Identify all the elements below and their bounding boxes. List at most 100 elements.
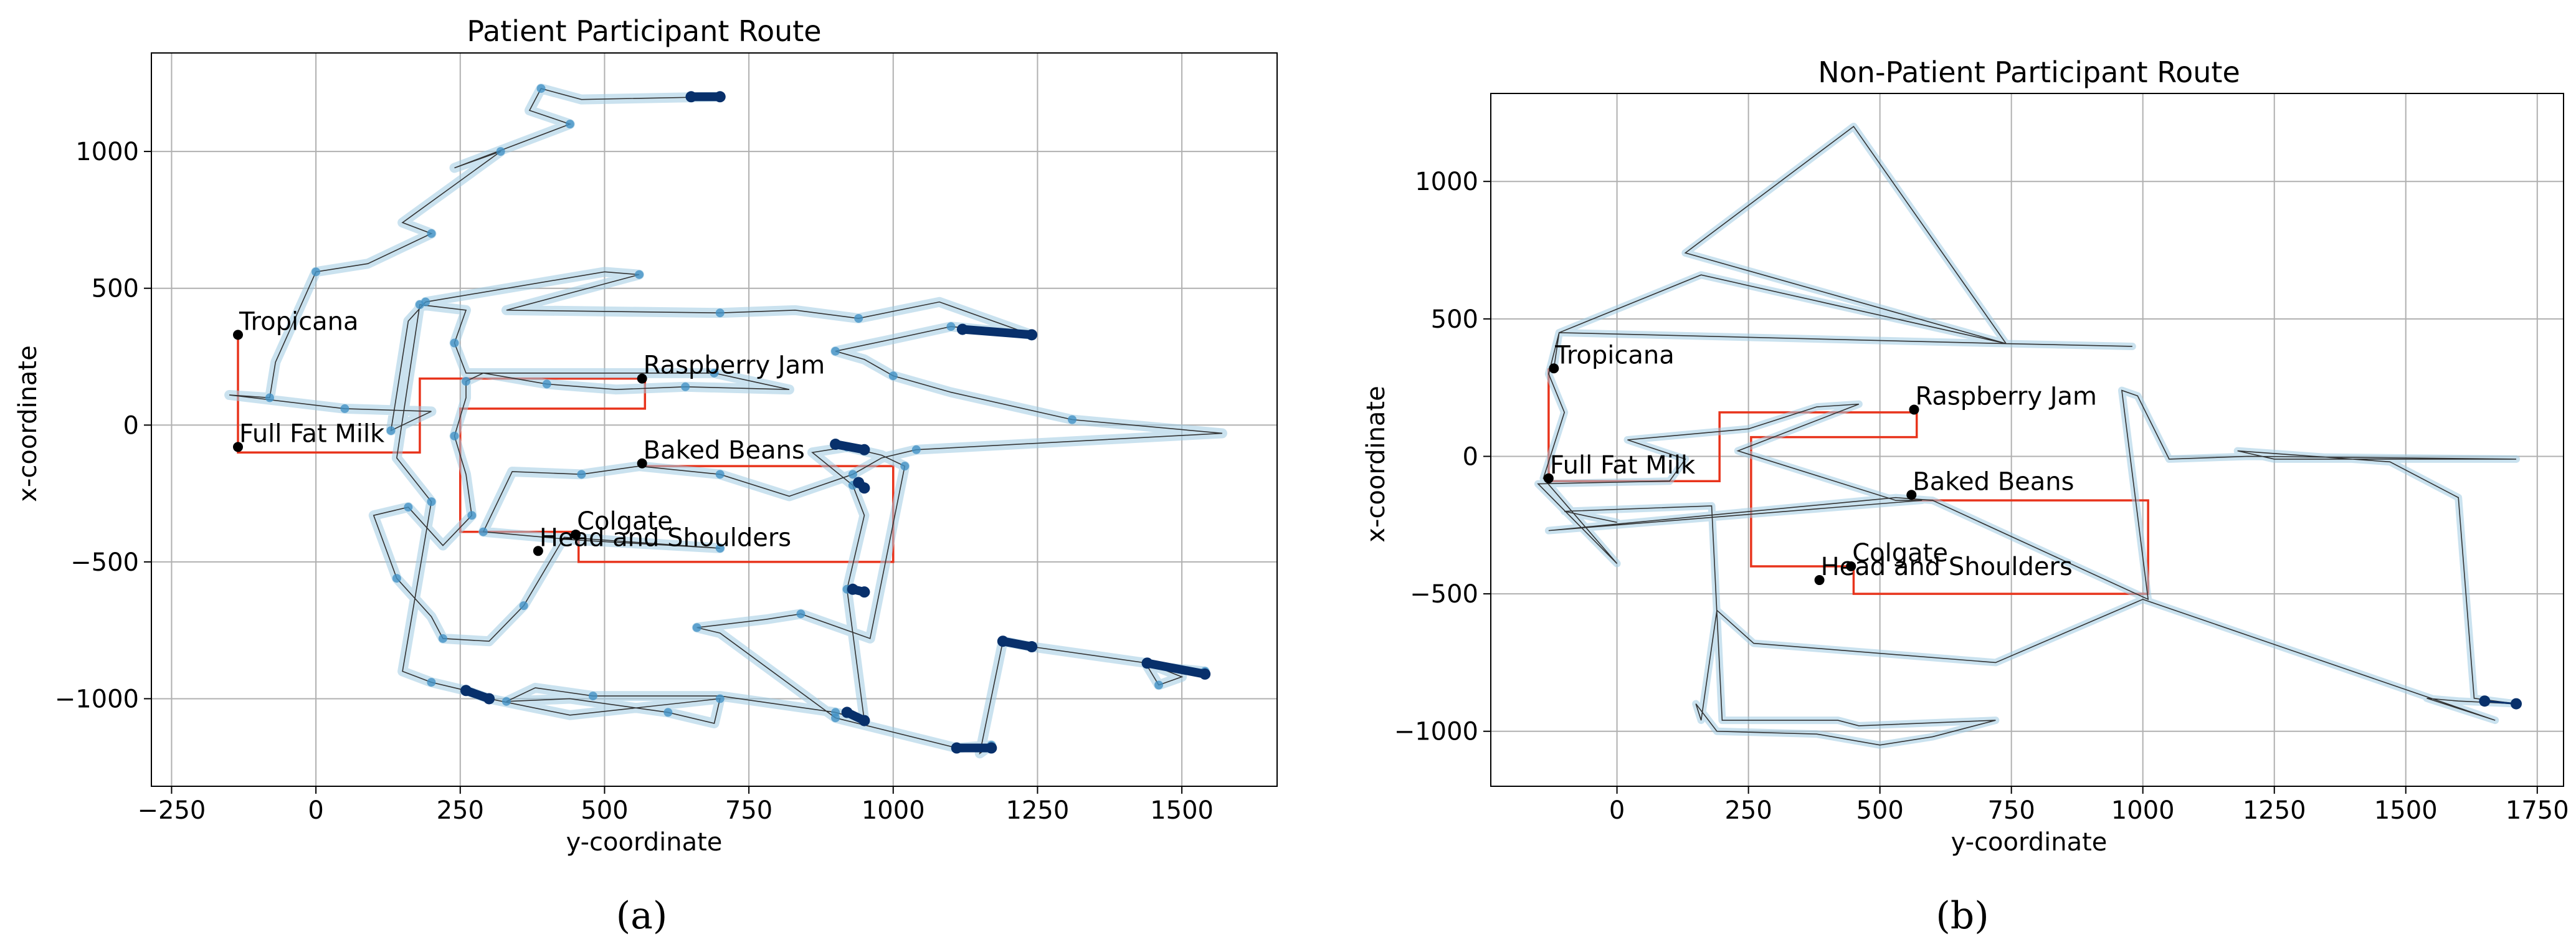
route-dense-point [1199, 668, 1211, 680]
route-point [854, 314, 863, 323]
x-tick-label: 1000 [2111, 796, 2175, 825]
product-marker [1543, 473, 1554, 483]
route-point [588, 692, 597, 701]
y-tick-label: −500 [70, 548, 139, 577]
y-axis-ticks: −1000 −500 0 500 1000 [1394, 168, 1491, 746]
route-point [450, 431, 459, 440]
route-point [467, 511, 477, 520]
route-point [415, 300, 424, 310]
x-tick-label: 750 [725, 796, 772, 825]
route-dense-point [841, 707, 853, 718]
route-dense-point [858, 444, 870, 455]
route-point [427, 497, 436, 507]
participant-route [224, 83, 1227, 759]
route-dense-point [460, 685, 472, 697]
route-point [519, 601, 528, 611]
route-point [501, 697, 511, 706]
product-marker [233, 330, 243, 340]
product-label: Tropicana [239, 307, 358, 336]
x-axis-ticks: −250 0 250 500 750 1000 1250 1500 [137, 786, 1214, 825]
product-label: Baked Beans [644, 436, 805, 465]
x-tick-label: 1500 [1150, 796, 1214, 825]
route-dense-point [997, 635, 1009, 647]
route-dense-point [847, 583, 858, 595]
product-marker [1909, 404, 1919, 415]
x-tick-label: 500 [581, 796, 628, 825]
y-axis-label: x-coordinate [1362, 386, 1390, 542]
route-dense-point [714, 91, 726, 103]
product-label: Raspberry Jam [1916, 382, 2098, 411]
product-marker [233, 442, 243, 452]
route-point [427, 678, 436, 687]
x-tick-label: 0 [308, 796, 323, 825]
route-point [900, 462, 910, 471]
y-tick-label: 500 [1431, 305, 1478, 334]
x-tick-label: 1250 [2243, 796, 2306, 825]
route-point [542, 379, 551, 389]
product-marker [533, 546, 543, 556]
x-tick-label: 1750 [2506, 796, 2569, 825]
y-tick-label: −1000 [55, 685, 139, 713]
route-point [311, 267, 321, 277]
product-label: Raspberry Jam [644, 351, 825, 380]
product-label: Head and Shoulders [539, 523, 791, 552]
route-trace-halo [1534, 122, 2521, 749]
product-marker [1814, 575, 1825, 586]
product-label: Full Fat Milk [1550, 451, 1696, 480]
x-tick-label: 1250 [1006, 796, 1070, 825]
x-tick-label: 750 [1987, 796, 2035, 825]
y-axis-ticks: −1000 −500 0 500 1000 [55, 138, 151, 713]
route-dense-point [1141, 657, 1153, 669]
product-label: Baked Beans [1913, 467, 2074, 496]
x-axis-label: y-coordinate [1951, 828, 2108, 857]
route-point [715, 543, 725, 553]
product-label: Colgate [577, 507, 673, 536]
y-tick-label: −1000 [1394, 718, 1478, 746]
y-tick-label: 1000 [1415, 168, 1478, 196]
product-label: Full Fat Milk [239, 419, 385, 448]
route-point [946, 322, 956, 331]
x-axis-ticks: 0 250 500 750 1000 1250 1500 1750 [1609, 786, 2569, 825]
subfigure-caption: (a) [616, 894, 668, 938]
route-path-line [1537, 125, 2517, 746]
route-point [692, 623, 701, 632]
route-point [911, 445, 921, 454]
route-point [565, 120, 574, 129]
product-marker [637, 373, 647, 384]
route-point [635, 270, 644, 279]
product-label: Tropicana [1554, 341, 1674, 369]
route-dense-point [483, 693, 495, 705]
route-point [478, 527, 488, 536]
route-point [404, 503, 413, 512]
route-point [1068, 415, 1077, 424]
product-marker [571, 529, 581, 540]
plot-frame [1490, 93, 2564, 787]
chart-non-patient-route: Non-Patient Participant Route Tropicana R… [1362, 55, 2569, 938]
y-tick-label: −500 [1410, 580, 1478, 609]
route-point [340, 404, 349, 413]
y-tick-label: 1000 [75, 138, 139, 166]
route-point [496, 147, 505, 156]
route-dense-point [830, 439, 842, 450]
route-point [392, 574, 401, 583]
y-tick-label: 500 [92, 275, 139, 303]
route-dense-segment [1143, 659, 1210, 678]
y-tick-label: 0 [123, 411, 139, 440]
product-markers: Tropicana Raspberry Jam Full Fat Milk Baked… [1543, 341, 2098, 586]
product-marker [637, 458, 647, 469]
route-point [577, 470, 586, 479]
chart-title: Patient Participant Route [467, 14, 821, 48]
route-point [715, 308, 725, 318]
product-marker [1846, 561, 1856, 571]
route-point [265, 393, 274, 402]
route-dense-point [986, 742, 997, 754]
chart-patient-route: Patient Participant Route Tropicana Raspb… [14, 14, 1278, 938]
product-markers: Tropicana Raspberry Jam Full Fat Milk Baked… [233, 307, 825, 556]
route-point [715, 470, 725, 479]
route-point [796, 609, 806, 619]
y-tick-label: 0 [1463, 442, 1478, 471]
route-dense-point [1026, 329, 1038, 341]
route-point [438, 634, 447, 643]
x-tick-label: 0 [1609, 796, 1625, 825]
